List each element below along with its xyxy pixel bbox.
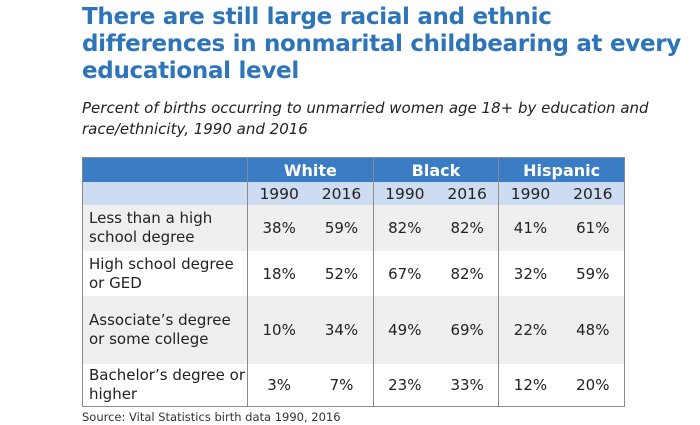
- chart-title: There are still large racial and ethnic …: [82, 4, 681, 84]
- group-header-hispanic: Hispanic: [498, 157, 625, 182]
- value-cell: 32%: [498, 251, 562, 296]
- value-cell: 41%: [498, 205, 562, 251]
- value-cell: 82%: [435, 205, 499, 251]
- table-row-high-school-or-ged: High school degree or GED 18% 52% 67% 82% 32%…: [83, 251, 625, 296]
- data-table: White Black Hispanic 1990 2016 1990 2016…: [82, 157, 625, 407]
- year-header: 1990: [372, 182, 436, 205]
- value-cell: 49%: [372, 296, 436, 364]
- empty-year-cell: [82, 182, 248, 205]
- value-cell: 38%: [247, 205, 311, 251]
- row-label: Associate’s degree or some college: [82, 296, 248, 364]
- year-header: 1990: [247, 182, 311, 205]
- value-cell: 59%: [576, 264, 610, 283]
- row-label: High school degree or GED: [89, 254, 234, 292]
- empty-header-cell: [82, 157, 248, 182]
- value-cell: 33%: [450, 375, 484, 394]
- value-cell: 3%: [247, 364, 311, 406]
- group-header-white: White: [247, 157, 374, 182]
- year-header: 2016: [310, 182, 374, 205]
- value-cell: 82%: [372, 205, 436, 251]
- value-cell: 10%: [247, 296, 311, 364]
- table-row-bachelors-or-higher: Bachelor’s degree or higher 3% 7% 23% 33% 12%…: [83, 364, 625, 406]
- value-cell: 52%: [324, 264, 359, 283]
- year-header: 2016: [561, 182, 625, 205]
- group-header-row: White Black Hispanic: [82, 157, 625, 182]
- value-cell: 7%: [329, 375, 354, 394]
- value-cell: 34%: [310, 296, 374, 364]
- value-cell: 18%: [247, 251, 311, 296]
- value-cell: 69%: [435, 296, 499, 364]
- value-cell: 23%: [372, 364, 436, 406]
- chart-subtitle: Percent of births occurring to unmarried…: [82, 99, 649, 138]
- value-cell: 61%: [561, 205, 625, 251]
- value-cell: 48%: [561, 296, 625, 364]
- year-header: 2016: [435, 182, 499, 205]
- table-row-associates-or-some-college: Associate’s degree or some college 10% 34%…: [82, 296, 625, 364]
- row-label: Bachelor’s degree or higher: [89, 365, 246, 403]
- year-header-row: 1990 2016 1990 2016 1990 2016: [82, 182, 625, 205]
- row-label: Less than a high school degree: [82, 205, 248, 251]
- year-header: 1990: [498, 182, 562, 205]
- value-cell: 59%: [310, 205, 374, 251]
- value-cell: 12%: [498, 364, 562, 406]
- source-note: Source: Vital Statistics birth data 1990…: [82, 410, 341, 424]
- value-cell: 20%: [576, 375, 610, 394]
- group-header-black: Black: [372, 157, 499, 182]
- value-cell: 22%: [498, 296, 562, 364]
- table-row-less-than-high-school: Less than a high school degree 38% 59% 82% 8…: [82, 205, 625, 251]
- value-cell: 82%: [450, 264, 484, 283]
- value-cell: 67%: [372, 251, 436, 296]
